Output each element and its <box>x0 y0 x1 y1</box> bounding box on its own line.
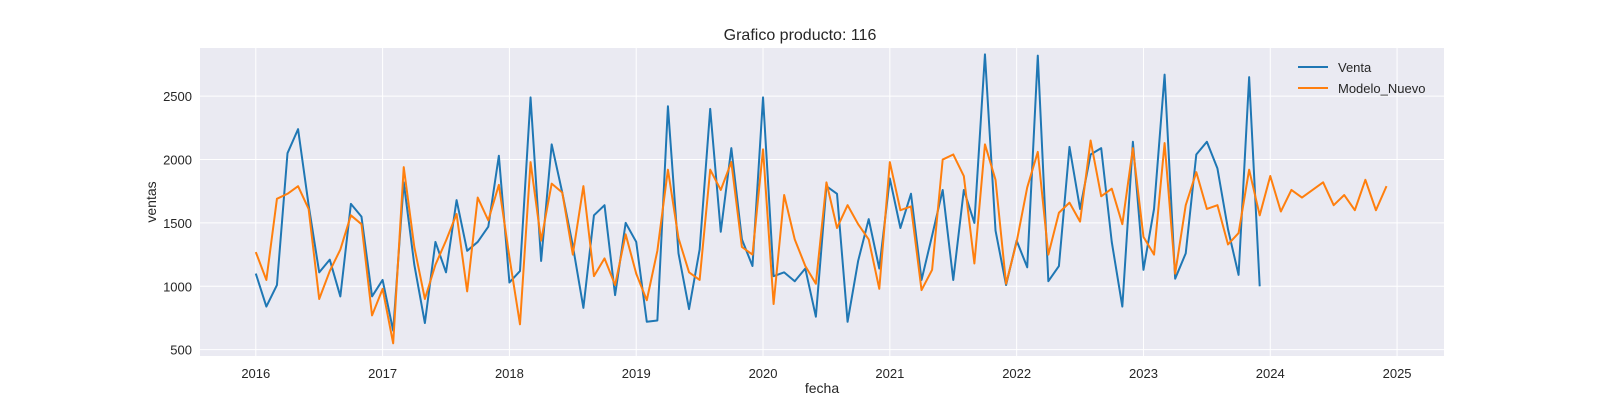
x-tick-label: 2024 <box>1256 366 1285 381</box>
x-tick-label: 2019 <box>622 366 651 381</box>
y-tick-label: 2500 <box>163 89 192 104</box>
legend: Venta Modelo_Nuevo <box>1298 60 1425 96</box>
y-tick-label: 2000 <box>163 153 192 168</box>
x-tick-label: 2020 <box>749 366 778 381</box>
grid <box>200 48 1444 356</box>
series-line-modelo-nuevo <box>254 139 1388 345</box>
x-tick-label: 2023 <box>1129 366 1158 381</box>
y-tick-label: 1500 <box>163 216 192 231</box>
x-tick-label: 2022 <box>1002 366 1031 381</box>
axis-ticks: 2016 2017 2018 2019 2020 2021 2022 2023 2024 2025… <box>163 89 1411 381</box>
x-tick-label: 2016 <box>241 366 270 381</box>
x-axis-label: fecha <box>805 380 839 396</box>
y-axis-label: ventas <box>143 181 159 222</box>
legend-label: Venta <box>1338 60 1372 75</box>
chart-title: Grafico producto: 116 <box>724 27 877 44</box>
x-tick-label: 2025 <box>1383 366 1412 381</box>
x-tick-label: 2018 <box>495 366 524 381</box>
series-group <box>254 53 1388 345</box>
x-tick-label: 2017 <box>368 366 397 381</box>
y-tick-label: 500 <box>170 343 192 358</box>
plot-area <box>200 48 1444 356</box>
legend-label: Modelo_Nuevo <box>1338 81 1425 96</box>
x-tick-label: 2021 <box>875 366 904 381</box>
y-tick-label: 1000 <box>163 279 192 294</box>
